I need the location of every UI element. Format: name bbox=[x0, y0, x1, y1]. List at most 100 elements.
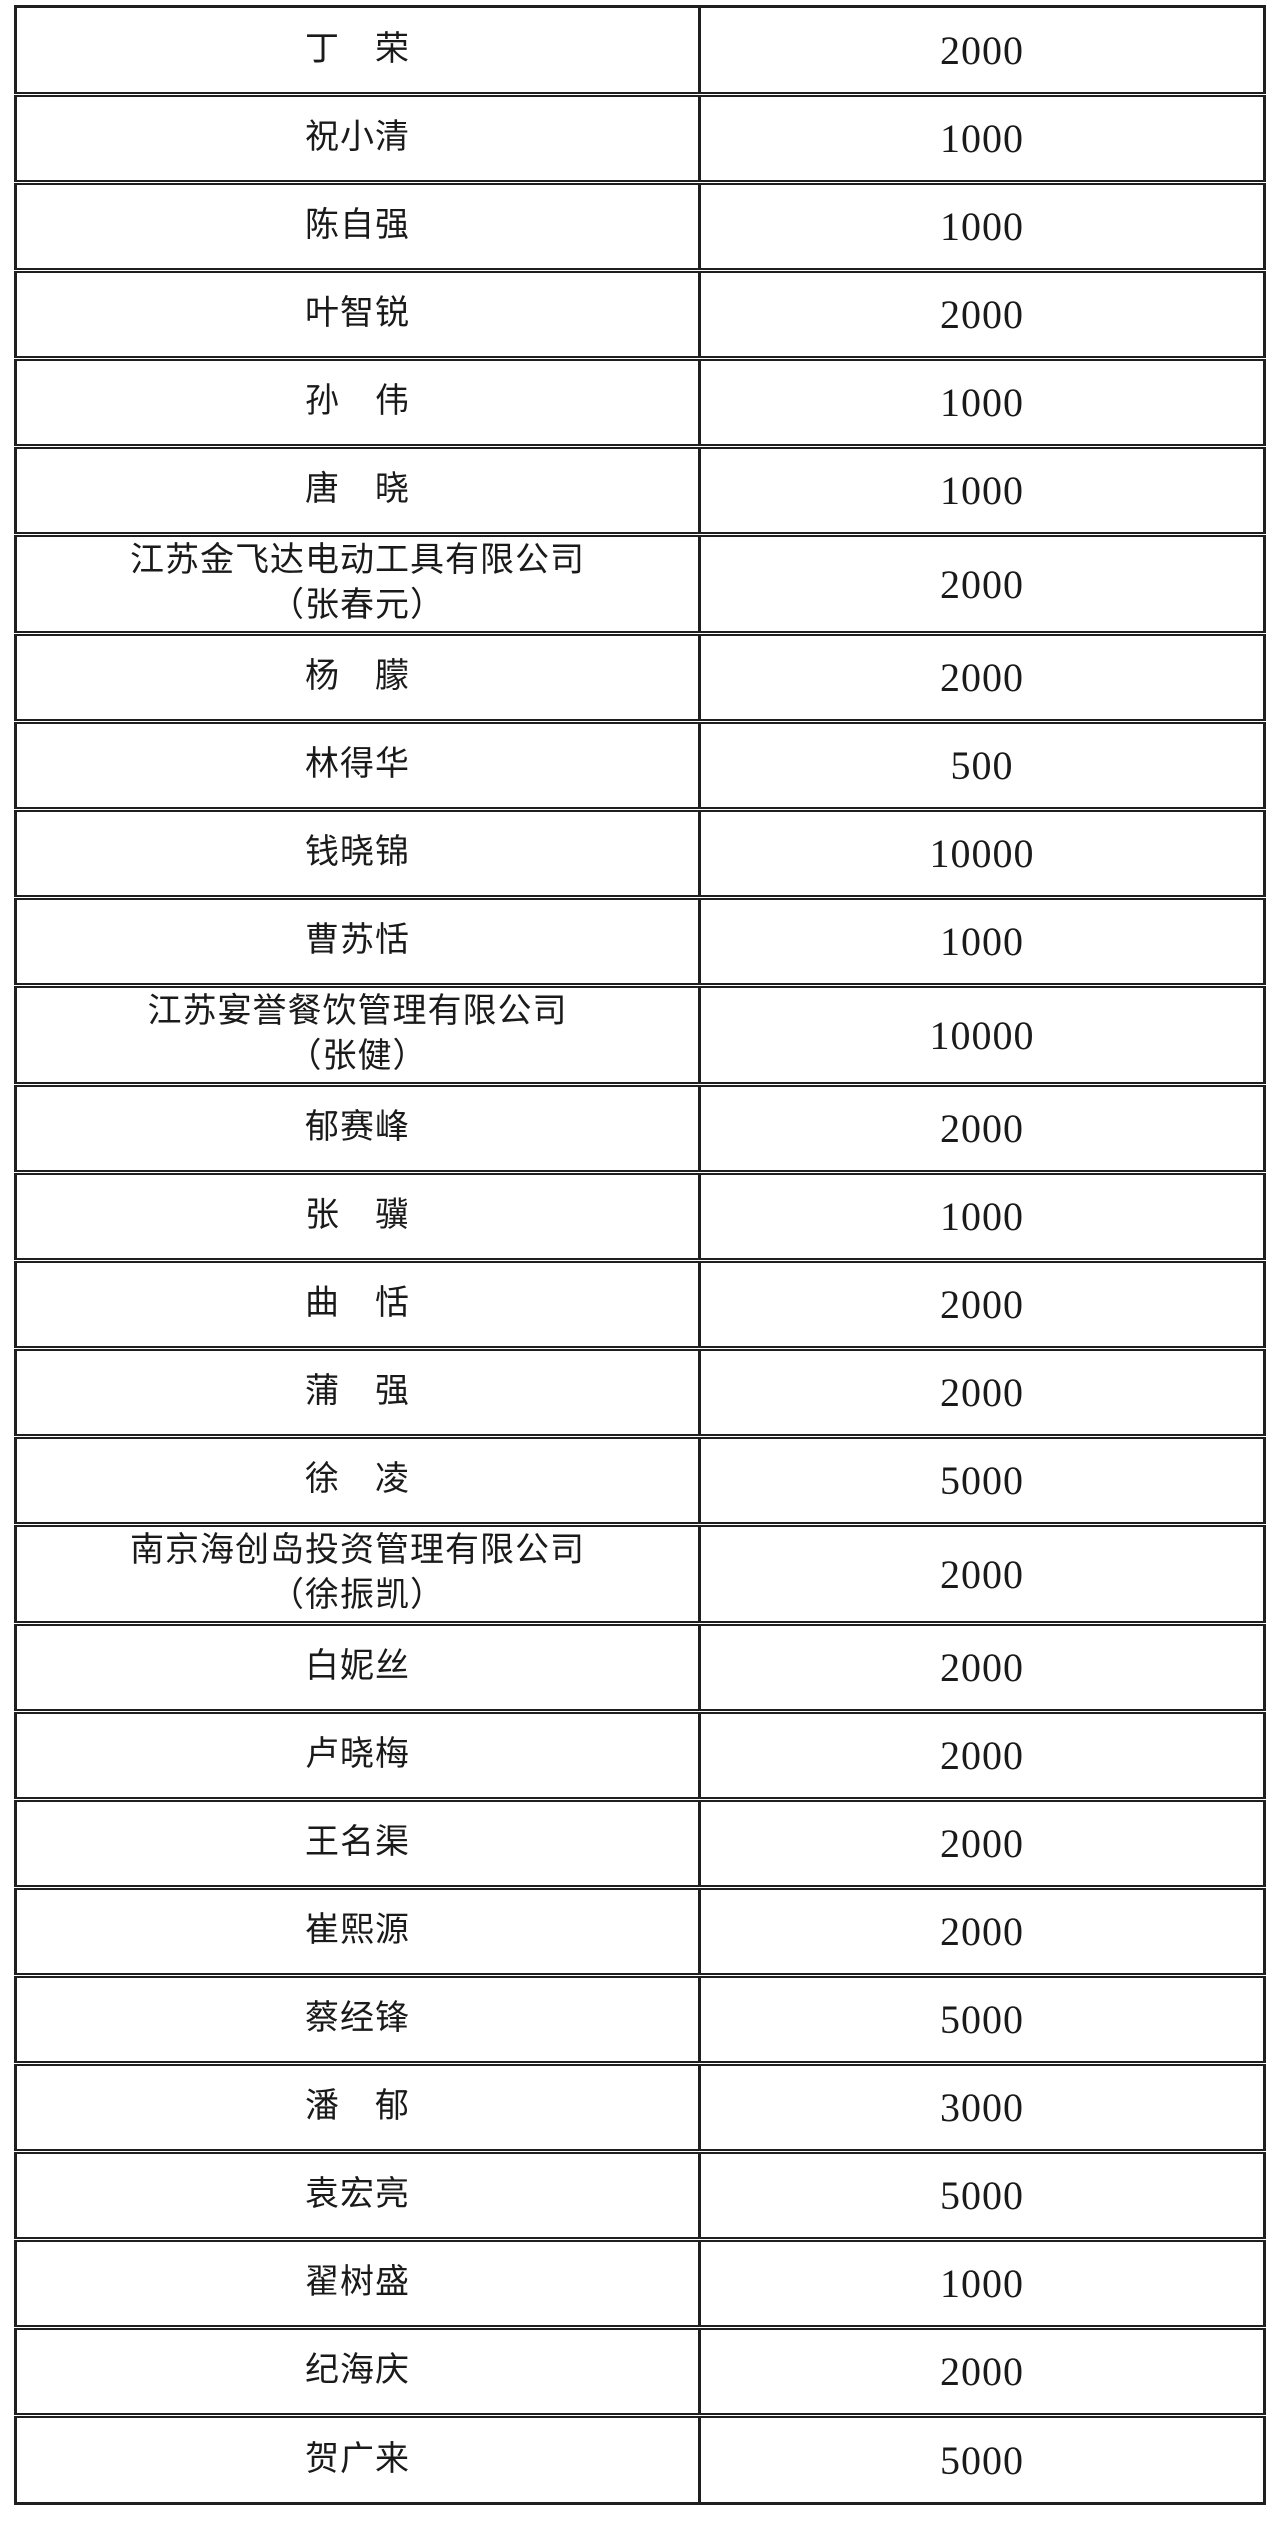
donation-amount: 1000 bbox=[940, 1194, 1024, 1239]
amount-cell: 2000 bbox=[698, 1797, 1266, 1889]
donor-name-cell: 祝小清 bbox=[14, 92, 701, 184]
donation-amount: 5000 bbox=[940, 2437, 1024, 2483]
donor-name: 陈自强 bbox=[305, 207, 410, 245]
donor-name: 崔熙源 bbox=[305, 1912, 410, 1950]
donor-name: 潘 郁 bbox=[305, 2088, 410, 2126]
donor-name-cell: 叶智锐 bbox=[14, 268, 701, 360]
donation-amount: 1000 bbox=[940, 116, 1024, 161]
amount-cell: 2000 bbox=[698, 1258, 1266, 1350]
donor-subname: （张春元） bbox=[270, 587, 445, 624]
amount-cell: 2000 bbox=[698, 1522, 1266, 1625]
donation-amount: 2000 bbox=[940, 1909, 1024, 1954]
amount-cell: 1000 bbox=[698, 356, 1266, 448]
donor-name: 翟树盛 bbox=[305, 2264, 410, 2302]
donor-name: 杨 朦 bbox=[305, 658, 410, 696]
table-row: 潘 郁 3000 bbox=[14, 2061, 1266, 2153]
donation-amount: 5000 bbox=[940, 1458, 1024, 1503]
table-row: 王名渠 2000 bbox=[14, 1797, 1266, 1889]
donation-amount: 10000 bbox=[929, 1012, 1035, 1058]
donation-amount: 500 bbox=[950, 743, 1014, 788]
donation-amount: 1000 bbox=[940, 919, 1024, 964]
amount-cell: 5000 bbox=[698, 1973, 1266, 2065]
table-row: 曹苏恬 1000 bbox=[14, 895, 1266, 987]
donor-name: 江苏金飞达电动工具有限公司 bbox=[130, 542, 585, 580]
donor-name-cell: 孙 伟 bbox=[14, 356, 701, 448]
donation-amount: 2000 bbox=[940, 1106, 1024, 1151]
donor-name-cell: 袁宏亮 bbox=[14, 2149, 701, 2241]
donor-name: 丁 荣 bbox=[305, 30, 410, 68]
donor-name-cell: 徐 凌 bbox=[14, 1434, 701, 1526]
donor-name-cell: 翟树盛 bbox=[14, 2237, 701, 2329]
amount-cell: 10000 bbox=[698, 807, 1266, 899]
donor-name-cell: 白妮丝 bbox=[14, 1621, 701, 1713]
table-row: 南京海创岛投资管理有限公司 （徐振凯） 2000 bbox=[14, 1522, 1266, 1625]
table-row: 杨 朦 2000 bbox=[14, 631, 1266, 723]
amount-cell: 2000 bbox=[698, 631, 1266, 723]
donor-name: 蒲 强 bbox=[305, 1373, 410, 1411]
amount-cell: 3000 bbox=[698, 2061, 1266, 2153]
donor-name: 林得华 bbox=[305, 746, 410, 784]
table-row: 林得华 500 bbox=[14, 719, 1266, 811]
table-row: 钱晓锦 10000 bbox=[14, 807, 1266, 899]
donation-amount: 2000 bbox=[940, 1645, 1024, 1690]
donor-name: 袁宏亮 bbox=[305, 2176, 410, 2214]
table-row: 唐 晓 1000 bbox=[14, 444, 1266, 536]
amount-cell: 1000 bbox=[698, 2237, 1266, 2329]
amount-cell: 5000 bbox=[698, 1434, 1266, 1526]
donor-name-cell: 南京海创岛投资管理有限公司 （徐振凯） bbox=[14, 1522, 701, 1625]
donation-amount: 1000 bbox=[940, 380, 1024, 425]
table-row: 卢晓梅 2000 bbox=[14, 1709, 1266, 1801]
donor-name-cell: 蒲 强 bbox=[14, 1346, 701, 1438]
donor-name-cell: 丁 荣 bbox=[14, 5, 701, 96]
table-row: 蔡经锋 5000 bbox=[14, 1973, 1266, 2065]
table-row: 叶智锐 2000 bbox=[14, 268, 1266, 360]
table-row: 丁 荣 2000 bbox=[14, 5, 1266, 96]
donor-name-cell: 杨 朦 bbox=[14, 631, 701, 723]
donor-name-cell: 王名渠 bbox=[14, 1797, 701, 1889]
table-row: 白妮丝 2000 bbox=[14, 1621, 1266, 1713]
donation-table-body: 丁 荣 2000 祝小清 1000 陈自强 1000 叶智锐 2000 bbox=[14, 5, 1266, 2505]
amount-cell: 2000 bbox=[698, 1885, 1266, 1977]
table-row: 祝小清 1000 bbox=[14, 92, 1266, 184]
donation-table: 丁 荣 2000 祝小清 1000 陈自强 1000 叶智锐 2000 bbox=[14, 5, 1266, 2505]
donor-name-cell: 曹苏恬 bbox=[14, 895, 701, 987]
donation-amount: 2000 bbox=[940, 1551, 1024, 1597]
amount-cell: 1000 bbox=[698, 92, 1266, 184]
donor-name-cell: 潘 郁 bbox=[14, 2061, 701, 2153]
table-row: 崔熙源 2000 bbox=[14, 1885, 1266, 1977]
amount-cell: 2000 bbox=[698, 1082, 1266, 1174]
table-row: 袁宏亮 5000 bbox=[14, 2149, 1266, 2241]
donor-name: 贺广来 bbox=[305, 2440, 410, 2478]
donor-name-cell: 唐 晓 bbox=[14, 444, 701, 536]
donor-name-cell: 陈自强 bbox=[14, 180, 701, 272]
amount-cell: 1000 bbox=[698, 180, 1266, 272]
table-row: 蒲 强 2000 bbox=[14, 1346, 1266, 1438]
donation-amount: 3000 bbox=[940, 2085, 1024, 2130]
donor-name-cell: 江苏金飞达电动工具有限公司 （张春元） bbox=[14, 532, 701, 635]
table-row: 江苏金飞达电动工具有限公司 （张春元） 2000 bbox=[14, 532, 1266, 635]
table-row: 江苏宴誉餐饮管理有限公司 （张健） 10000 bbox=[14, 983, 1266, 1086]
amount-cell: 500 bbox=[698, 719, 1266, 811]
amount-cell: 5000 bbox=[698, 2413, 1266, 2505]
donation-amount: 2000 bbox=[940, 1282, 1024, 1327]
table-row: 郁赛峰 2000 bbox=[14, 1082, 1266, 1174]
donor-name: 徐 凌 bbox=[305, 1461, 410, 1499]
amount-cell: 2000 bbox=[698, 1621, 1266, 1713]
donation-amount: 2000 bbox=[940, 1733, 1024, 1778]
donation-amount: 5000 bbox=[940, 2173, 1024, 2218]
amount-cell: 2000 bbox=[698, 1346, 1266, 1438]
donor-subname: （徐振凯） bbox=[270, 1577, 445, 1614]
donor-name: 叶智锐 bbox=[305, 295, 410, 333]
amount-cell: 5000 bbox=[698, 2149, 1266, 2241]
donation-amount: 2000 bbox=[940, 292, 1024, 337]
donor-name: 钱晓锦 bbox=[305, 834, 410, 872]
donation-amount: 2000 bbox=[940, 1370, 1024, 1415]
donation-amount: 1000 bbox=[940, 468, 1024, 513]
donor-subname: （张健） bbox=[287, 1038, 428, 1075]
donor-name-cell: 钱晓锦 bbox=[14, 807, 701, 899]
donor-name-cell: 张 骥 bbox=[14, 1170, 701, 1262]
donor-name-cell: 林得华 bbox=[14, 719, 701, 811]
amount-cell: 10000 bbox=[698, 983, 1266, 1086]
donor-name: 孙 伟 bbox=[305, 383, 410, 421]
donor-name-cell: 蔡经锋 bbox=[14, 1973, 701, 2065]
